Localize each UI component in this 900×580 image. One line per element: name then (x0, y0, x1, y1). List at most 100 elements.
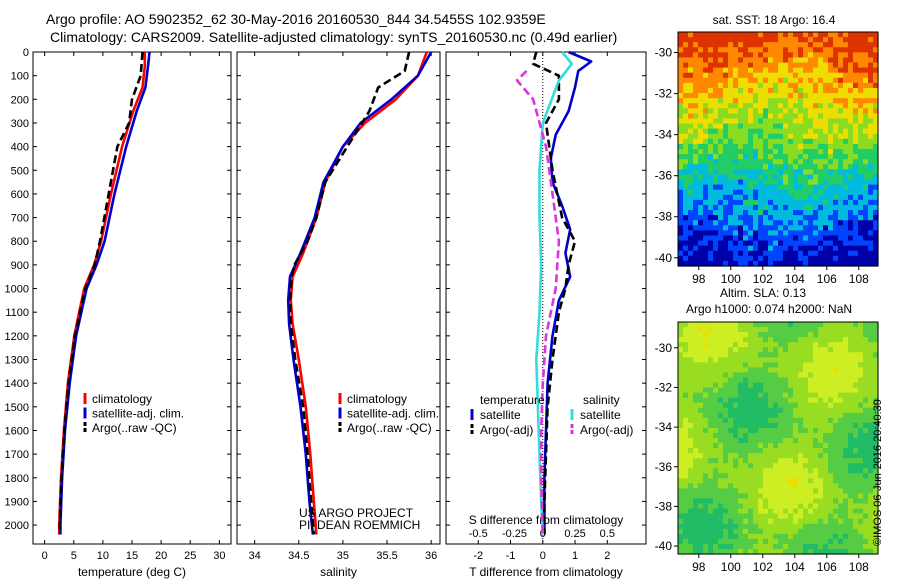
heat-cell (853, 382, 859, 389)
heat-cell (698, 179, 704, 186)
heat-cell (768, 93, 774, 99)
heat-cell (713, 220, 719, 226)
heat-cell (828, 513, 834, 520)
heat-cell (853, 189, 859, 196)
heat-cell (838, 372, 844, 379)
heat-cell (688, 357, 694, 363)
heat-cell (738, 154, 744, 160)
heat-cell (863, 448, 869, 454)
heat-cell (858, 93, 864, 99)
heat-cell (678, 488, 684, 495)
heat-cell (828, 362, 834, 368)
heat-cell (708, 133, 714, 140)
heat-cell (738, 448, 744, 454)
heat-cell (808, 493, 814, 500)
heat-cell (778, 357, 784, 363)
heat-cell (713, 458, 719, 464)
heat-cell (698, 337, 704, 343)
heat-cell (748, 422, 754, 429)
heat-cell (783, 77, 789, 84)
heat-cell (703, 143, 709, 150)
heat-cell (858, 538, 864, 545)
heat-cell (808, 220, 814, 226)
heat-cell (718, 528, 724, 535)
heat-cell (708, 77, 714, 84)
heat-cell (823, 407, 829, 414)
heat-cell (713, 245, 719, 252)
heat-cell (693, 189, 699, 196)
heat-cell (803, 448, 809, 454)
heat-cell (688, 204, 694, 211)
heat-cell (683, 235, 689, 242)
heat-cell (763, 245, 769, 252)
heat-cell (738, 367, 744, 374)
heat-cell (683, 118, 689, 125)
heat-cell (828, 220, 834, 226)
heat-cell (748, 118, 754, 125)
heat-cell (693, 528, 699, 535)
heat-cell (873, 443, 879, 449)
heat-cell (873, 528, 879, 535)
heat-cell (818, 392, 824, 399)
heat-cell (783, 362, 789, 368)
heat-cell (843, 463, 849, 469)
heat-cell (863, 255, 869, 262)
heat-cell (858, 543, 864, 550)
heat-cell (703, 184, 709, 191)
heat-cell (688, 367, 694, 374)
heat-cell (768, 357, 774, 363)
heat-cell (858, 533, 864, 540)
heat-cell (838, 128, 844, 135)
heat-cell (718, 138, 724, 145)
heat-cell (783, 240, 789, 247)
heat-cell (693, 463, 699, 469)
heat-cell (768, 417, 774, 424)
heat-cell (733, 82, 739, 89)
heat-cell (848, 179, 854, 186)
heat-cell (863, 149, 869, 155)
heat-cell (698, 342, 704, 348)
heat-cell (738, 82, 744, 89)
heat-cell (758, 513, 764, 520)
heat-cell (873, 32, 879, 38)
heat-cell (813, 128, 819, 135)
legend-label: Argo(-adj) (580, 423, 633, 437)
heat-cell (753, 332, 759, 338)
heat-cell (838, 199, 844, 206)
legend-label: climatology (347, 392, 407, 406)
heat-cell (818, 123, 824, 130)
heat-cell (728, 417, 734, 424)
heat-cell (728, 412, 734, 419)
heat-cell (683, 473, 689, 479)
heat-cell (838, 118, 844, 125)
heat-cell (828, 108, 834, 114)
heat-cell (838, 57, 844, 64)
heat-cell (818, 372, 824, 379)
heat-cell (738, 337, 744, 343)
heat-cell (868, 362, 874, 368)
heat-cell (728, 194, 734, 201)
heat-cell (858, 154, 864, 160)
x-tick-label: 1 (572, 550, 578, 562)
heat-cell (723, 443, 729, 449)
heat-cell (823, 513, 829, 520)
heat-cell (728, 72, 734, 79)
heat-cell (863, 478, 869, 484)
heat-cell (798, 367, 804, 374)
heat-cell (798, 533, 804, 540)
heat-cell (818, 503, 824, 510)
y-tick-label: 1900 (5, 496, 29, 508)
heat-cell (708, 417, 714, 424)
heat-cell (728, 372, 734, 379)
heat-cell (763, 518, 769, 525)
heat-cell (703, 372, 709, 379)
heat-cell (788, 37, 794, 43)
heat-cell (678, 407, 684, 414)
heat-cell (853, 412, 859, 419)
heat-cell (738, 427, 744, 434)
heat-cell (743, 77, 749, 84)
heat-cell (873, 108, 879, 114)
heat-cell (723, 37, 729, 43)
heat-cell (778, 184, 784, 191)
heat-cell (703, 483, 709, 490)
